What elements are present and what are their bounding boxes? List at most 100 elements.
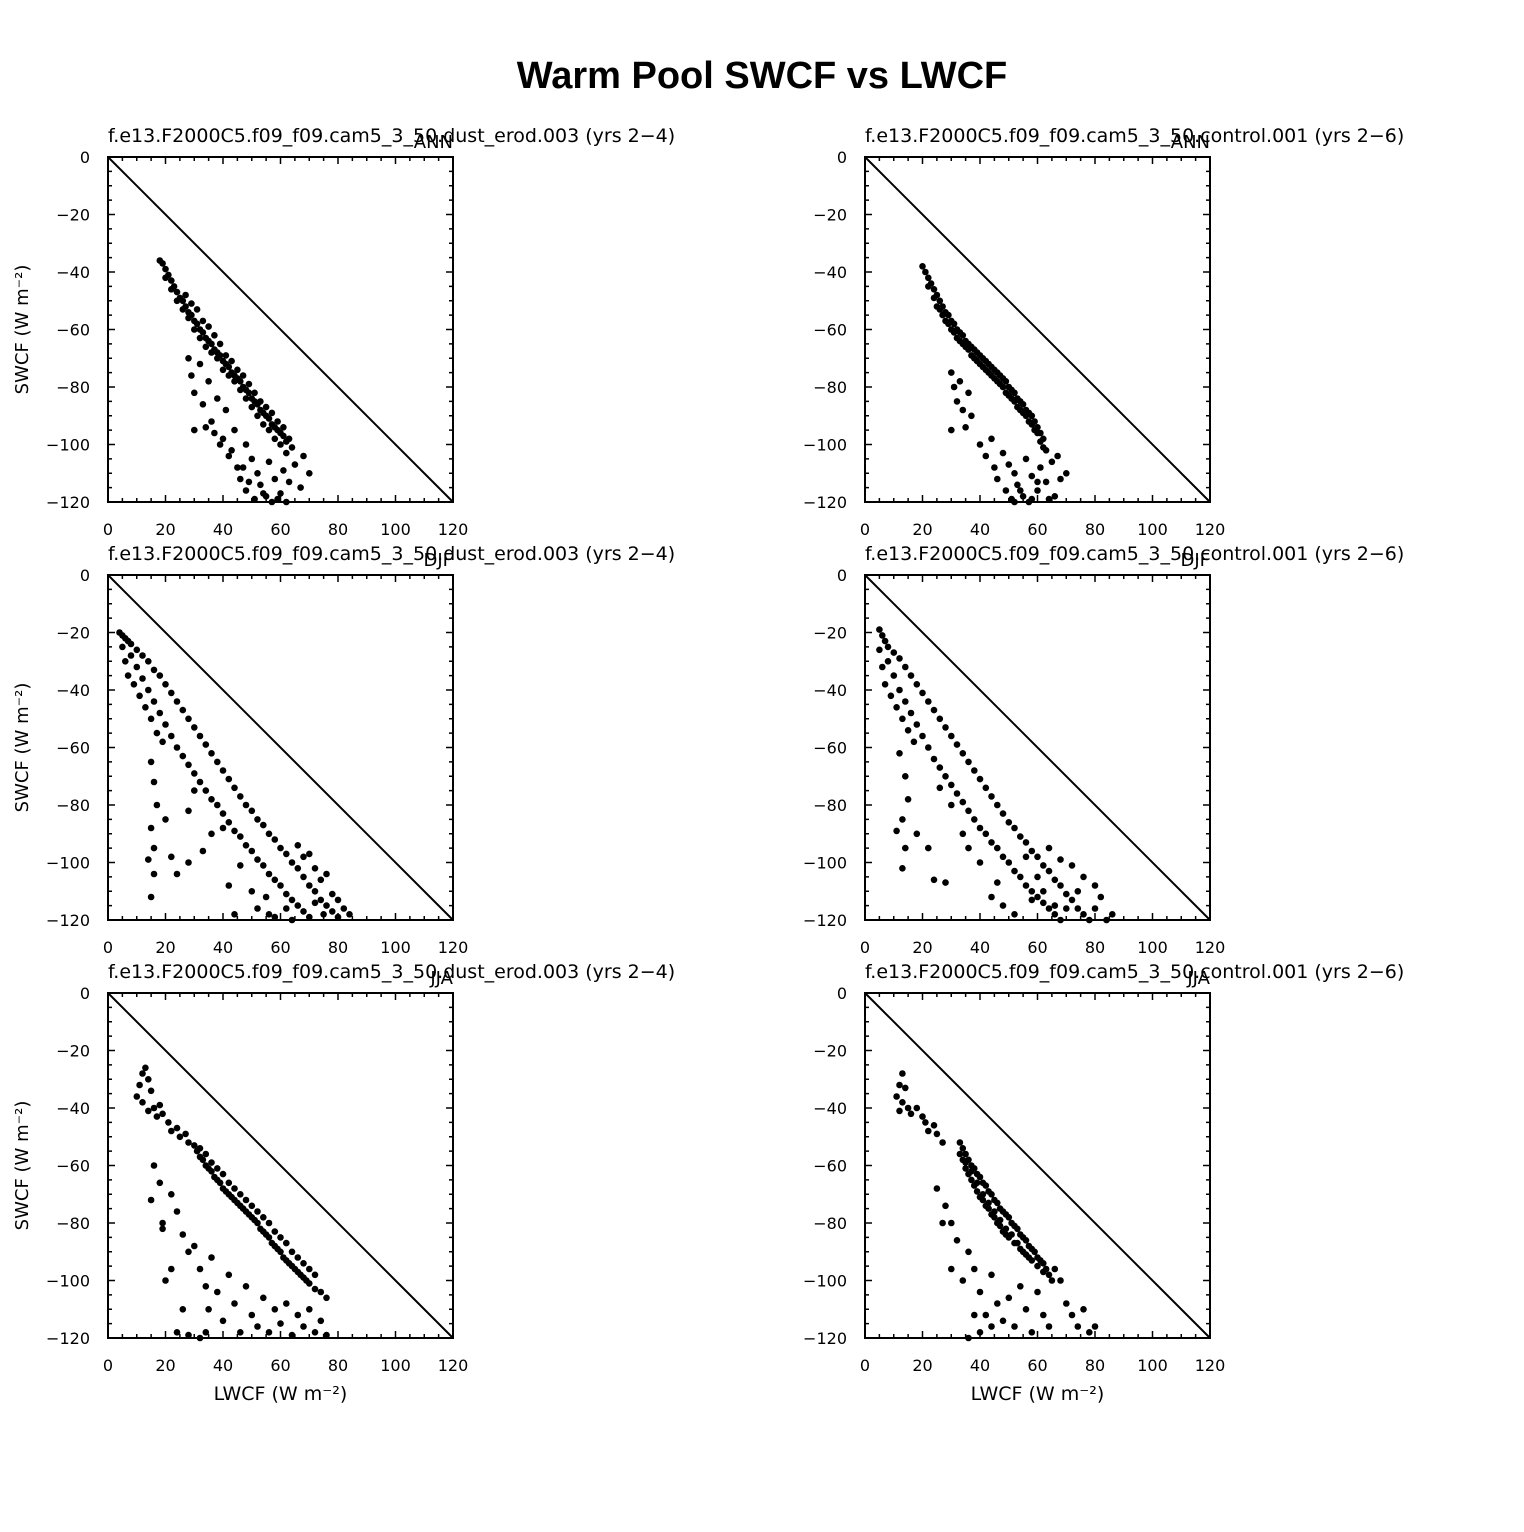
- data-point: [245, 389, 253, 397]
- data-point: [150, 844, 158, 852]
- data-point: [124, 672, 132, 679]
- x-tick-label: 60: [1027, 938, 1047, 957]
- data-point: [881, 637, 889, 645]
- panel-case-title: f.e13.F2000C5.f09_f09.cam5_3_50.control.…: [865, 961, 1404, 983]
- data-point: [219, 1170, 227, 1178]
- data-point: [225, 1179, 233, 1187]
- data-point: [982, 830, 990, 838]
- data-point: [242, 487, 250, 494]
- data-point: [179, 1231, 187, 1238]
- y-tick-label: −20: [813, 206, 847, 225]
- data-point: [130, 681, 138, 688]
- data-point: [211, 332, 218, 339]
- data-point: [145, 686, 152, 694]
- y-tick-label: −60: [56, 739, 90, 758]
- data-point: [311, 899, 319, 907]
- data-point: [300, 452, 307, 460]
- data-points: [919, 263, 1070, 506]
- data-point: [306, 1306, 313, 1313]
- y-tick-label: −60: [813, 321, 847, 340]
- data-point: [1045, 495, 1053, 503]
- data-point: [283, 905, 290, 912]
- data-point: [1040, 1260, 1047, 1267]
- data-point: [199, 329, 207, 336]
- data-point: [939, 311, 946, 319]
- y-tick-label: −40: [813, 681, 847, 700]
- data-point: [930, 1122, 938, 1129]
- panel-season-label: ANN: [1171, 132, 1210, 153]
- x-tick-label: 0: [860, 520, 870, 539]
- data-point: [1080, 911, 1087, 918]
- data-point: [1074, 888, 1082, 895]
- data-point: [159, 1225, 166, 1233]
- data-point: [1057, 856, 1064, 863]
- data-point: [260, 421, 267, 428]
- x-tick-label: 120: [438, 938, 469, 957]
- data-point: [996, 1216, 1004, 1224]
- data-point: [893, 1093, 900, 1100]
- data-point: [262, 403, 270, 411]
- x-tick-label: 60: [270, 938, 290, 957]
- data-point: [225, 452, 233, 460]
- y-axis-label: SWCF (W m⁻²): [12, 1101, 33, 1231]
- data-point: [268, 409, 276, 417]
- data-point: [231, 827, 238, 835]
- data-point: [317, 896, 325, 904]
- y-tick-label: −80: [813, 796, 847, 815]
- data-point: [156, 709, 164, 717]
- data-point: [271, 435, 279, 443]
- data-point: [320, 911, 327, 918]
- data-point: [208, 340, 215, 348]
- data-point: [139, 1099, 146, 1106]
- data-point: [887, 692, 895, 700]
- x-tick-label: 100: [380, 1356, 411, 1375]
- data-point: [976, 775, 984, 783]
- data-point: [919, 732, 926, 740]
- data-point: [329, 908, 336, 915]
- data-point: [300, 1260, 307, 1267]
- data-point: [208, 796, 215, 803]
- data-point: [1005, 1214, 1013, 1221]
- data-point: [1057, 1277, 1064, 1284]
- data-point: [323, 902, 330, 909]
- data-point: [904, 727, 912, 734]
- data-point: [225, 819, 233, 826]
- data-point: [193, 320, 201, 328]
- data-point: [294, 1254, 302, 1261]
- data-point: [948, 426, 955, 434]
- data-point: [890, 649, 898, 656]
- data-point: [988, 893, 995, 901]
- data-point: [288, 1248, 296, 1256]
- data-point: [994, 1199, 1001, 1207]
- data-point: [179, 752, 187, 760]
- data-point: [904, 1104, 912, 1112]
- data-point: [919, 689, 926, 697]
- data-point: [139, 652, 146, 659]
- data-point: [979, 1196, 987, 1204]
- data-point: [265, 830, 273, 838]
- data-point: [254, 856, 261, 863]
- y-tick-label: −120: [46, 1329, 90, 1348]
- x-tick-label: 40: [213, 1356, 233, 1375]
- data-point: [248, 455, 256, 463]
- data-point: [948, 369, 955, 376]
- data-point: [196, 360, 204, 368]
- data-point: [959, 1277, 967, 1284]
- y-axis-label: SWCF (W m⁻²): [12, 683, 33, 813]
- data-point: [329, 890, 336, 898]
- data-point: [1019, 401, 1027, 408]
- data-point: [1051, 902, 1059, 909]
- data-point: [208, 1159, 215, 1166]
- data-point: [168, 689, 175, 697]
- data-point: [979, 1191, 987, 1198]
- data-points: [116, 629, 353, 924]
- data-point: [1019, 409, 1027, 417]
- data-point: [294, 1311, 302, 1319]
- data-point: [291, 461, 299, 468]
- data-point: [971, 1311, 978, 1319]
- data-point: [942, 724, 949, 731]
- data-point: [907, 1110, 915, 1118]
- y-tick-label: −20: [56, 206, 90, 225]
- x-tick-label: 0: [103, 520, 113, 539]
- panel-case-title: f.e13.F2000C5.f09_f09.cam5_3_50.control.…: [865, 543, 1404, 565]
